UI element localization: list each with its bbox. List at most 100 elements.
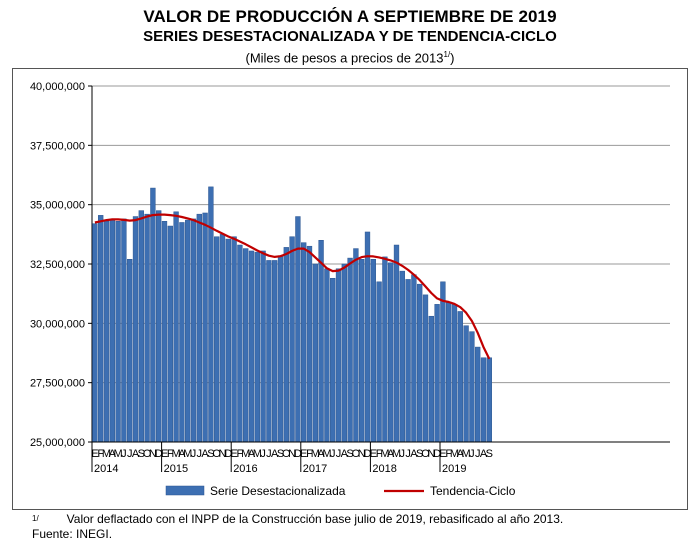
legend: Serie Desestacionalizada Tendencia-Ciclo <box>165 484 516 498</box>
bar <box>324 268 330 443</box>
footnote-marker: 1/ <box>32 514 39 523</box>
x-tick-label: S <box>346 448 353 460</box>
bar <box>156 210 162 443</box>
x-tick-label: F <box>237 448 244 460</box>
bar <box>382 256 388 443</box>
bar <box>167 225 173 443</box>
x-tick-label: S <box>138 448 145 460</box>
subtitle-text: (Miles de pesos a precios de 2013 <box>245 50 444 66</box>
bar <box>190 218 197 443</box>
bar <box>231 236 237 443</box>
bar <box>417 283 423 443</box>
x-tick-label: S <box>416 448 423 460</box>
legend-label-line: Tendencia-Ciclo <box>430 484 516 498</box>
x-tick-label: J <box>475 448 481 460</box>
bar <box>335 268 342 443</box>
x-tick-label: A <box>480 448 488 460</box>
x-tick-label: E <box>439 448 446 460</box>
bar <box>202 212 208 443</box>
x-tick-label: O <box>143 448 152 460</box>
x-tick-label: J <box>127 448 133 460</box>
bar <box>161 221 168 443</box>
bar <box>214 236 220 443</box>
x-tick-label: J <box>400 448 406 460</box>
bar <box>486 357 492 443</box>
x-tick-label: A <box>201 448 209 460</box>
x-tick-label: A <box>109 448 117 460</box>
bar <box>260 250 266 443</box>
y-axis: 25,000,000 27,500,000 30,000,000 32,500,000… <box>30 81 93 449</box>
x-tick-label: S <box>207 448 214 460</box>
bar <box>289 236 295 443</box>
x-tick-label: D <box>155 448 163 460</box>
y-tick-label: 37,500,000 <box>30 140 85 152</box>
bar <box>451 304 458 443</box>
bar <box>237 244 243 443</box>
bar <box>196 213 202 443</box>
x-tick-label: F <box>306 448 313 460</box>
bar <box>266 260 272 443</box>
y-tick-label: 35,000,000 <box>30 200 85 212</box>
x-tick-label: A <box>410 448 418 460</box>
x-tick-label: F <box>376 448 383 460</box>
bar <box>185 219 191 443</box>
chart-title-line2: Series desestacionalizada y de tendencia… <box>143 28 557 45</box>
bar <box>306 245 313 443</box>
bar <box>347 257 353 443</box>
x-tick-label: O <box>282 448 291 460</box>
year-label: 2014 <box>94 463 118 475</box>
trend-line <box>94 213 491 360</box>
x-tick-label: F <box>445 448 452 460</box>
x-tick-label: E <box>91 448 98 460</box>
legend-label-bar: Serie Desestacionalizada <box>210 484 346 498</box>
x-tick-label: A <box>178 448 186 460</box>
x-tick-label: D <box>224 448 232 460</box>
trend-line-group <box>94 213 491 360</box>
bar <box>272 260 278 443</box>
x-tick-label: E <box>300 448 307 460</box>
x-tick-label: M <box>241 448 250 460</box>
x-tick-label: J <box>330 448 336 460</box>
x-tick-label: M <box>102 448 111 460</box>
x-tick-label: O <box>421 448 430 460</box>
x-tick-label: F <box>97 448 104 460</box>
bar <box>446 301 452 443</box>
x-tick-label: J <box>197 448 203 460</box>
bar <box>341 263 347 443</box>
x-tick-label: S <box>486 448 493 460</box>
legend-swatch-bar <box>165 485 205 496</box>
x-tick-label: E <box>230 448 237 460</box>
x-tick-label: M <box>380 448 389 460</box>
footnote-text: Valor deflactado con el INPP de la Const… <box>66 512 564 526</box>
year-label: 2015 <box>164 463 188 475</box>
year-label: 2019 <box>442 463 466 475</box>
x-tick-label: A <box>271 448 279 460</box>
bars <box>92 186 492 443</box>
bar <box>127 259 133 443</box>
bar <box>254 251 260 443</box>
x-tick-label: N <box>358 448 366 460</box>
x-tick-label: D <box>294 448 302 460</box>
bar <box>405 279 411 443</box>
bar <box>144 213 150 443</box>
x-tick-label: J <box>469 448 475 460</box>
x-tick-label: M <box>311 448 320 460</box>
bar <box>370 259 376 443</box>
year-label: 2017 <box>303 463 327 475</box>
x-tick-label: A <box>317 448 325 460</box>
bar <box>330 277 336 443</box>
x-tick-label: E <box>161 448 168 460</box>
bar <box>208 186 214 443</box>
chart-subtitle: (Miles de pesos a precios de 20131/) <box>0 46 700 66</box>
year-label: 2016 <box>233 463 257 475</box>
bar <box>179 222 185 443</box>
subtitle-close: ) <box>450 50 455 66</box>
bar <box>132 216 139 443</box>
bar <box>138 210 144 443</box>
bar <box>115 221 121 443</box>
bar <box>388 262 394 443</box>
bar <box>399 270 405 443</box>
x-tick-label: M <box>172 448 181 460</box>
x-tick-label: N <box>149 448 157 460</box>
